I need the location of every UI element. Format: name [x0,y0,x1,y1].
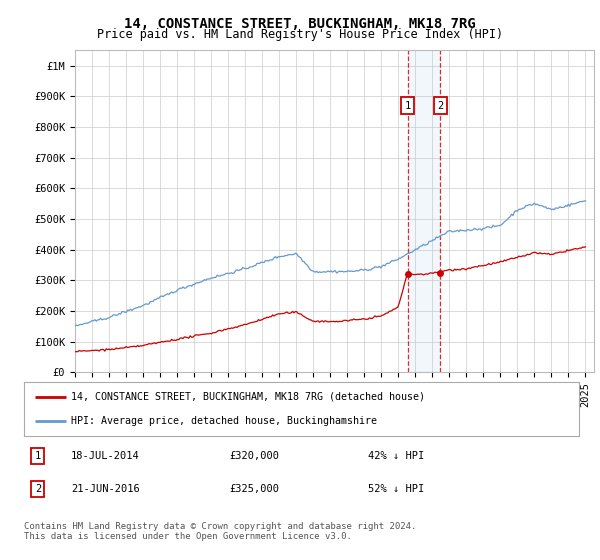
Text: 18-JUL-2014: 18-JUL-2014 [71,451,140,461]
Text: 14, CONSTANCE STREET, BUCKINGHAM, MK18 7RG: 14, CONSTANCE STREET, BUCKINGHAM, MK18 7… [124,17,476,31]
Text: 1: 1 [404,101,410,111]
Text: Contains HM Land Registry data © Crown copyright and database right 2024.
This d: Contains HM Land Registry data © Crown c… [24,522,416,542]
Bar [407,50,440,372]
Text: 52% ↓ HPI: 52% ↓ HPI [368,484,424,494]
Text: HPI: Average price, detached house, Buckinghamshire: HPI: Average price, detached house, Buck… [71,416,377,426]
Text: 21-JUN-2016: 21-JUN-2016 [71,484,140,494]
Text: £320,000: £320,000 [229,451,280,461]
Text: 2: 2 [437,101,443,111]
Text: 14, CONSTANCE STREET, BUCKINGHAM, MK18 7RG (detached house): 14, CONSTANCE STREET, BUCKINGHAM, MK18 7… [71,392,425,402]
Text: 42% ↓ HPI: 42% ↓ HPI [368,451,424,461]
Text: Price paid vs. HM Land Registry's House Price Index (HPI): Price paid vs. HM Land Registry's House … [97,28,503,41]
Text: 1: 1 [35,451,41,461]
Text: £325,000: £325,000 [229,484,280,494]
Text: 2: 2 [35,484,41,494]
